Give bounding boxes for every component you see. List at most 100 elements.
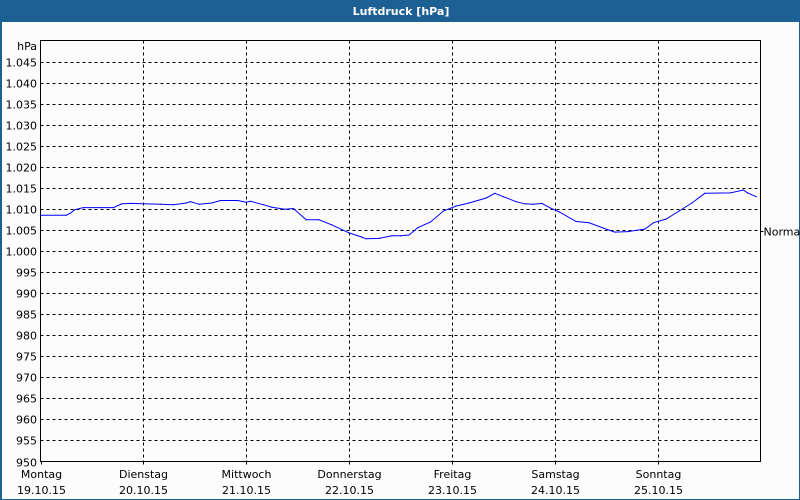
data-point — [378, 237, 380, 239]
data-point — [558, 211, 560, 213]
data-point — [198, 203, 200, 205]
data-point — [69, 212, 72, 214]
data-point — [515, 201, 517, 203]
data-point — [442, 210, 444, 212]
data-point — [652, 222, 654, 224]
y-tick-label: 1.020 — [6, 162, 38, 175]
data-point — [391, 235, 393, 237]
data-point — [747, 192, 749, 194]
data-point — [129, 202, 132, 205]
x-tick-day: Dienstag — [119, 468, 168, 481]
y-axis-label: hPa — [17, 40, 37, 53]
plot-frame — [40, 40, 761, 462]
x-tick-date: 23.10.15 — [428, 484, 477, 497]
data-point — [348, 232, 350, 234]
data-point — [39, 214, 42, 216]
data-point — [211, 202, 213, 204]
y-tick-label: 1.005 — [6, 225, 38, 238]
data-point — [292, 207, 294, 210]
y-tick-label: 1.015 — [6, 183, 38, 196]
data-point — [532, 203, 534, 205]
x-tick-date: 24.10.15 — [531, 484, 580, 497]
x-tick-day: Sonntag — [636, 468, 682, 481]
normal-label: Normal — [764, 226, 800, 239]
y-tick-label: 975 — [16, 351, 37, 364]
data-point — [318, 219, 320, 221]
data-point — [245, 201, 247, 203]
data-point — [305, 219, 307, 221]
x-tick-day: Donnerstag — [317, 468, 381, 481]
data-point — [284, 208, 286, 210]
data-point — [237, 199, 239, 202]
y-tick-label: 995 — [16, 267, 37, 280]
data-point — [399, 235, 402, 237]
data-point — [494, 192, 496, 194]
data-point — [112, 207, 114, 209]
data-point — [549, 207, 552, 209]
y-tick-label: 1.030 — [6, 120, 38, 133]
data-point — [121, 203, 123, 205]
data-point — [99, 207, 102, 209]
data-point — [65, 214, 67, 216]
x-tick-date: 22.10.15 — [325, 484, 374, 497]
data-point — [704, 192, 706, 194]
data-point — [485, 197, 487, 199]
data-point — [729, 192, 732, 194]
data-point — [417, 227, 419, 229]
data-point — [172, 204, 174, 206]
x-tick-date: 25.10.15 — [634, 484, 683, 497]
y-tick-label: 1.045 — [6, 57, 38, 70]
y-tick-label: 965 — [16, 393, 37, 406]
y-tick-label: 1.040 — [6, 78, 38, 91]
y-tick-label: 985 — [16, 309, 37, 322]
y-tick-label: 980 — [16, 330, 37, 343]
data-point — [74, 209, 76, 211]
data-point — [614, 231, 616, 233]
data-point — [588, 222, 590, 224]
data-point — [502, 196, 504, 198]
y-tick-label: 1.010 — [6, 204, 38, 217]
data-point — [219, 199, 222, 202]
data-point — [742, 189, 744, 191]
data-point — [575, 220, 577, 223]
x-tick-date: 21.10.15 — [222, 484, 271, 497]
data-point — [644, 228, 646, 230]
data-point — [331, 224, 333, 226]
y-tick-label: 1.035 — [6, 99, 38, 112]
data-point — [524, 203, 526, 205]
data-point — [189, 201, 192, 203]
data-point — [249, 200, 252, 202]
x-tick-day: Montag — [21, 468, 62, 481]
data-point — [468, 202, 470, 204]
data-point — [455, 205, 457, 207]
y-tick-label: 955 — [16, 435, 37, 448]
data-point — [665, 218, 667, 220]
data-point — [262, 204, 264, 206]
data-point — [159, 203, 162, 205]
x-tick-day: Freitag — [434, 468, 472, 481]
y-tick-label: 1.025 — [6, 141, 38, 154]
data-point — [605, 228, 607, 230]
data-point — [82, 207, 84, 209]
x-tick-day: Samstag — [531, 468, 579, 481]
data-point — [271, 206, 273, 208]
data-point — [429, 221, 432, 223]
data-point — [365, 238, 367, 240]
data-point — [755, 196, 757, 198]
x-tick-date: 19.10.15 — [17, 484, 66, 497]
data-point — [691, 202, 693, 204]
pressure-line — [40, 189, 757, 240]
data-point — [541, 202, 543, 205]
chart-title: Luftdruck [hPa] — [1, 1, 800, 22]
y-tick-label: 950 — [16, 457, 37, 470]
x-tick-day: Mittwoch — [222, 468, 272, 481]
data-point — [185, 202, 187, 204]
y-tick-label: 1.000 — [6, 246, 38, 259]
data-point — [627, 231, 629, 233]
y-tick-label: 990 — [16, 288, 37, 301]
data-point — [678, 210, 680, 212]
x-tick-date: 20.10.15 — [119, 484, 168, 497]
y-tick-label: 970 — [16, 372, 37, 385]
y-tick-label: 960 — [16, 414, 37, 427]
